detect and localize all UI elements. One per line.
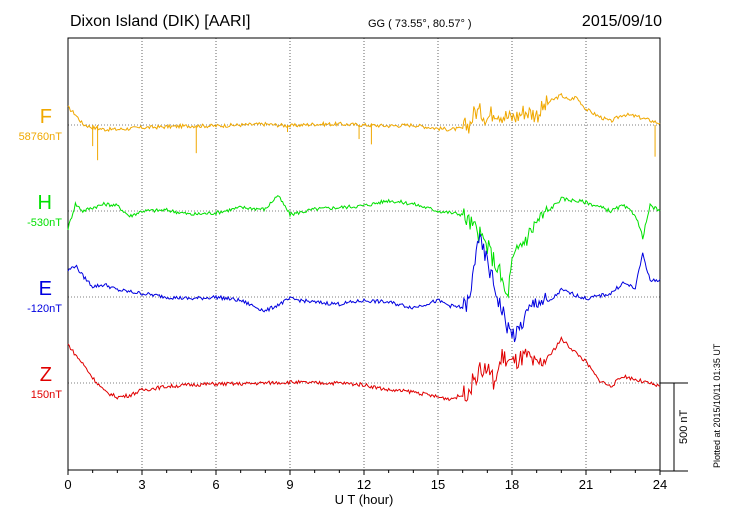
station-title: Dixon Island (DIK) [AARI] <box>70 13 251 30</box>
component-label-Z: Z <box>39 364 52 386</box>
x-tick-label: 21 <box>579 477 593 492</box>
x-tick-label: 15 <box>431 477 445 492</box>
x-axis-label: U T (hour) <box>335 492 394 507</box>
series-line-E <box>67 232 661 343</box>
series-line-F <box>67 92 661 134</box>
component-label-E: E <box>38 278 52 300</box>
x-tick-label: 3 <box>138 477 145 492</box>
baseline-value-E: -120nT <box>27 303 62 315</box>
plotted-timestamp: Plotted at 2015/10/11 01:35 UT <box>712 343 722 468</box>
baseline-value-F: 58760nT <box>18 131 62 143</box>
baseline-value-Z: 150nT <box>30 389 62 401</box>
series-line-Z <box>67 335 661 402</box>
x-tick-label: 9 <box>286 477 293 492</box>
baseline-value-H: -530nT <box>27 217 62 229</box>
x-tick-label: 24 <box>653 477 667 492</box>
x-tick-label: 0 <box>64 477 71 492</box>
series-line-H <box>67 195 661 299</box>
x-tick-label: 18 <box>505 477 519 492</box>
scale-bar-label: 500 nT <box>678 409 690 444</box>
chart-date: 2015/09/10 <box>581 13 662 30</box>
component-label-F: F <box>39 106 52 128</box>
x-tick-label: 6 <box>212 477 219 492</box>
x-tick-label: 12 <box>357 477 371 492</box>
component-label-H: H <box>37 192 52 214</box>
station-coordinates: GG ( 73.55°, 80.57° ) <box>368 18 472 30</box>
